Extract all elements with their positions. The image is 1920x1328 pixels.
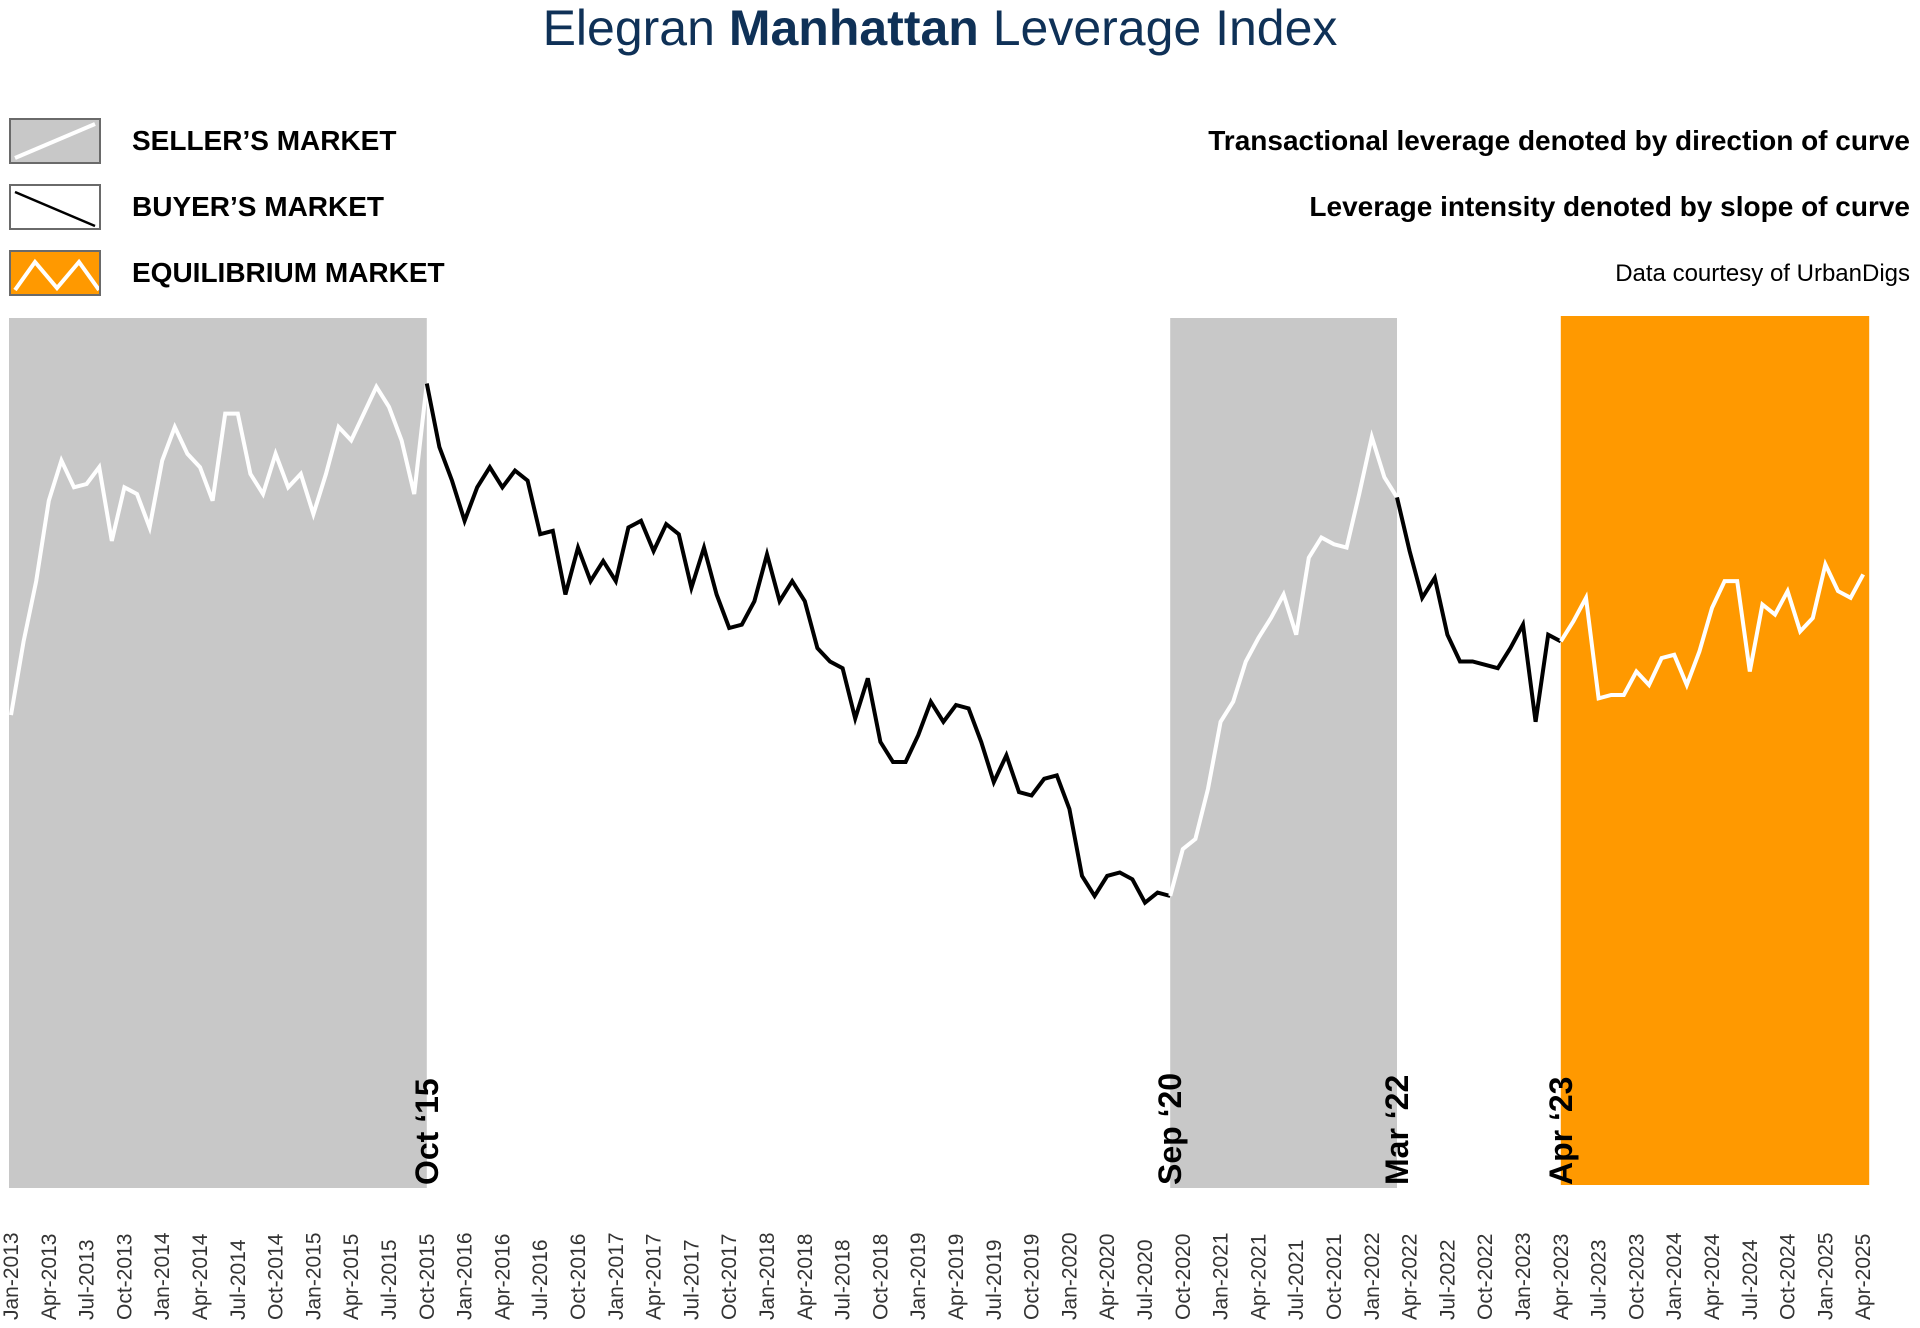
x-tick-label: Jan-2016: [454, 1232, 477, 1320]
line-segment-seller-s-market: [9, 382, 429, 716]
zigzag-line-icon: [9, 250, 101, 296]
annotation-label: Mar ‘22: [1379, 1075, 1415, 1185]
note-slope: Leverage intensity denoted by slope of c…: [1309, 191, 1910, 222]
line-segment-equilibrium-market: [1559, 558, 1865, 701]
x-tick-label: Oct-2016: [567, 1234, 590, 1320]
falling-line-icon: [9, 184, 101, 230]
x-tick-label: Jul-2023: [1588, 1239, 1611, 1320]
region-equilibrium-market: [1560, 316, 1870, 1185]
x-tick-label: Jul-2021: [1285, 1239, 1308, 1320]
x-tick-label: Jul-2020: [1134, 1239, 1157, 1320]
x-tick-label: Oct-2018: [869, 1234, 892, 1320]
legend-item-buyer: BUYER’S MARKET: [9, 183, 384, 231]
x-tick-label: Apr-2013: [38, 1234, 61, 1320]
x-tick-label: Oct-2014: [265, 1233, 288, 1320]
x-tick-label: Jan-2021: [1210, 1232, 1233, 1320]
x-tick-label: Jan-2018: [756, 1232, 779, 1320]
index-line: [9, 382, 1865, 906]
x-tick-label: Jul-2024: [1739, 1239, 1762, 1320]
title-prefix: Elegran: [542, 0, 729, 56]
x-tick-label: Jan-2025: [1814, 1232, 1837, 1320]
line-segment-buyer-s-market: [424, 383, 1171, 906]
x-tick-label: Jan-2023: [1512, 1232, 1535, 1320]
x-tick-label: Jan-2015: [302, 1232, 325, 1320]
x-tick-label: Apr-2023: [1550, 1234, 1573, 1320]
x-tick-label: Oct-2015: [416, 1234, 439, 1320]
x-tick-label: Oct-2023: [1625, 1234, 1648, 1320]
title-bold: Manhattan: [728, 0, 979, 56]
x-tick-label: Jan-2024: [1663, 1232, 1686, 1320]
x-tick-label: Apr-2024: [1701, 1233, 1724, 1320]
line-segment-seller-s-market: [1168, 429, 1399, 897]
x-tick-label: Jul-2015: [378, 1239, 401, 1320]
market-regions: [9, 316, 1870, 1188]
x-tick-label: Apr-2017: [643, 1234, 666, 1320]
x-tick-label: Jul-2016: [529, 1239, 552, 1320]
rising-line-icon: [9, 118, 101, 164]
x-tick-label: Apr-2014: [189, 1233, 212, 1320]
legend-label-buyer: BUYER’S MARKET: [132, 191, 385, 222]
x-tick-label: Apr-2020: [1096, 1234, 1119, 1320]
x-tick-label: Jan-2013: [0, 1232, 23, 1320]
legend-item-equilibrium: EQUILIBRIUM MARKET: [9, 249, 445, 297]
note-source: Data courtesy of UrbanDigs: [1615, 260, 1910, 287]
note-direction: Transactional leverage denoted by direct…: [1208, 125, 1910, 156]
x-tick-label: Jul-2019: [983, 1239, 1006, 1320]
x-tick-label: Apr-2019: [945, 1234, 968, 1320]
region-seller-s-market: [9, 318, 427, 1188]
x-tick-label: Oct-2022: [1474, 1234, 1497, 1320]
transition-annotations: Oct ‘15 Sep ‘20 Mar ‘22 Apr ‘23: [409, 1073, 1579, 1185]
x-tick-label: Oct-2019: [1021, 1234, 1044, 1320]
x-tick-label: Apr-2021: [1247, 1234, 1270, 1320]
x-tick-label: Apr-2025: [1852, 1234, 1875, 1320]
x-tick-label: Jul-2017: [680, 1239, 703, 1320]
annotation-label: Sep ‘20: [1152, 1073, 1188, 1185]
x-tick-label: Jul-2022: [1436, 1239, 1459, 1320]
x-tick-label: Apr-2015: [340, 1234, 363, 1320]
x-tick-label: Jan-2017: [605, 1232, 628, 1320]
annotation-label: Apr ‘23: [1543, 1077, 1579, 1185]
x-tick-label: Jan-2019: [907, 1232, 930, 1320]
x-tick-label: Jul-2013: [76, 1239, 99, 1320]
x-tick-label: Apr-2018: [794, 1234, 817, 1320]
x-tick-label: Jul-2014: [227, 1239, 250, 1320]
x-tick-label: Apr-2016: [491, 1234, 514, 1320]
line-segment-buyer-s-market: [1395, 496, 1562, 723]
x-axis-ticks: Jan-2013 Apr-2013 Jul-2013 Oct-2013 Jan-2014…: [0, 1232, 1875, 1320]
legend-item-seller: SELLER’S MARKET: [9, 117, 396, 165]
x-tick-label: Apr-2022: [1399, 1234, 1422, 1320]
legend-label-seller: SELLER’S MARKET: [132, 125, 397, 156]
title-suffix: Leverage Index: [978, 0, 1338, 56]
chart-title: Elegran Manhattan Leverage Index: [0, 0, 1880, 56]
x-tick-label: Jul-2018: [832, 1239, 855, 1320]
legend-label-equilibrium: EQUILIBRIUM MARKET: [132, 257, 445, 288]
x-tick-label: Oct-2017: [718, 1234, 741, 1320]
x-tick-label: Oct-2013: [113, 1234, 136, 1320]
x-tick-label: Oct-2021: [1323, 1234, 1346, 1320]
x-tick-label: Jan-2022: [1361, 1232, 1384, 1320]
annotation-label: Oct ‘15: [409, 1078, 445, 1185]
x-tick-label: Oct-2020: [1172, 1234, 1195, 1320]
x-tick-label: Jan-2020: [1058, 1232, 1081, 1320]
x-tick-label: Oct-2024: [1777, 1233, 1800, 1320]
region-seller-s-market: [1170, 318, 1397, 1188]
x-tick-label: Jan-2014: [151, 1232, 174, 1320]
